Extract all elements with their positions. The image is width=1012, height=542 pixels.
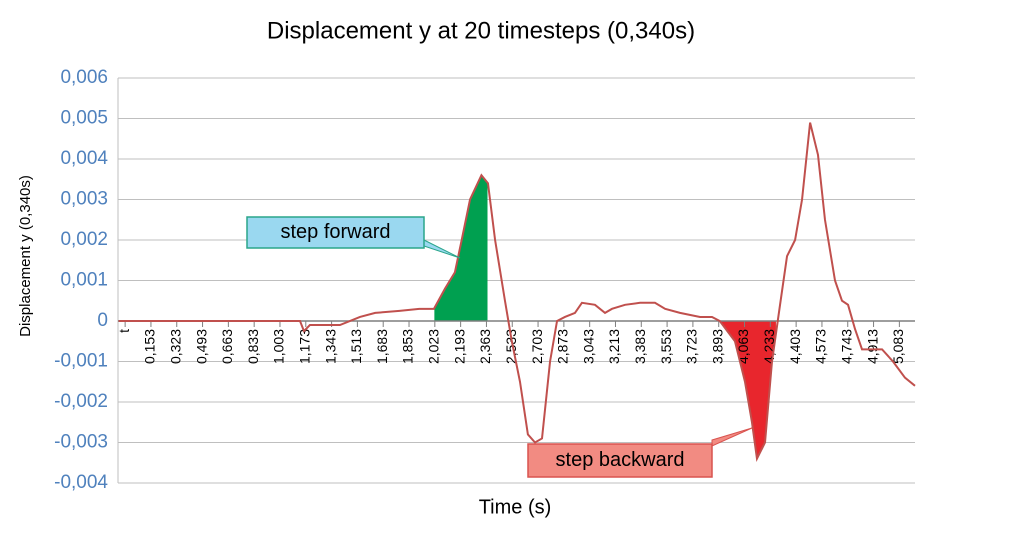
x-tick-label: 3,553 xyxy=(658,329,674,364)
y-tick-label: -0,002 xyxy=(54,391,108,412)
chart-title: Displacement y at 20 timesteps (0,340s) xyxy=(267,17,695,44)
y-tick-label: -0,001 xyxy=(54,351,108,372)
y-tick-label: -0,004 xyxy=(54,472,108,493)
y-tick-label: -0,003 xyxy=(54,432,108,453)
x-tick-label: 0,493 xyxy=(193,329,209,364)
x-axis-title: Time (s) xyxy=(479,496,552,518)
x-tick-label: 1,343 xyxy=(322,329,338,364)
y-axis-title: Displacement y (0,340s) xyxy=(17,175,34,337)
x-tick-label: t xyxy=(116,329,132,333)
y-tick-label: 0,006 xyxy=(60,67,108,88)
x-tick-label: 3,383 xyxy=(632,329,648,364)
x-tick-label: 2,873 xyxy=(555,329,571,364)
x-tick-label: 1,853 xyxy=(400,329,416,364)
y-tick-label: 0,003 xyxy=(60,189,108,210)
x-tick-label: 0,833 xyxy=(245,329,261,364)
annotation-box xyxy=(246,216,425,249)
highlight-area xyxy=(719,321,776,459)
x-tick-label: 3,043 xyxy=(580,329,596,364)
x-tick-label: 0,323 xyxy=(167,329,183,364)
x-tick-label: 2,363 xyxy=(477,329,493,364)
y-tick-label: 0,001 xyxy=(60,270,108,291)
x-tick-label: 0,663 xyxy=(219,329,235,364)
y-tick-label: 0,004 xyxy=(60,148,108,169)
x-tick-label: 3,723 xyxy=(684,329,700,364)
x-tick-label: 3,893 xyxy=(709,329,725,364)
annotation-box xyxy=(527,443,713,478)
x-tick-label: 4,573 xyxy=(813,329,829,364)
y-tick-label: 0 xyxy=(97,310,108,331)
x-tick-label: 4,913 xyxy=(864,329,880,364)
x-tick-label: 4,403 xyxy=(787,329,803,364)
x-tick-label: 2,023 xyxy=(426,329,442,364)
x-tick-label: 2,703 xyxy=(529,329,545,364)
annotation-label: step backward xyxy=(556,449,685,471)
x-tick-label: 1,003 xyxy=(271,329,287,364)
x-tick-label: 1,173 xyxy=(296,329,312,364)
y-tick-label: 0,002 xyxy=(60,229,108,250)
line xyxy=(118,122,916,463)
leader xyxy=(423,239,461,259)
y-tick-label: 0,005 xyxy=(60,108,108,129)
x-tick-label: 5,083 xyxy=(890,329,906,364)
leader xyxy=(711,427,753,447)
x-tick-label: 0,153 xyxy=(142,329,158,364)
x-tick-label: 1,683 xyxy=(374,329,390,364)
x-tick-label: 4,743 xyxy=(838,329,854,364)
x-tick-label: 2,193 xyxy=(451,329,467,364)
annotation-label: step forward xyxy=(280,221,390,243)
x-tick-label: 3,213 xyxy=(606,329,622,364)
x-tick-label: 4,063 xyxy=(735,329,751,364)
x-tick-label: 1,513 xyxy=(348,329,364,364)
